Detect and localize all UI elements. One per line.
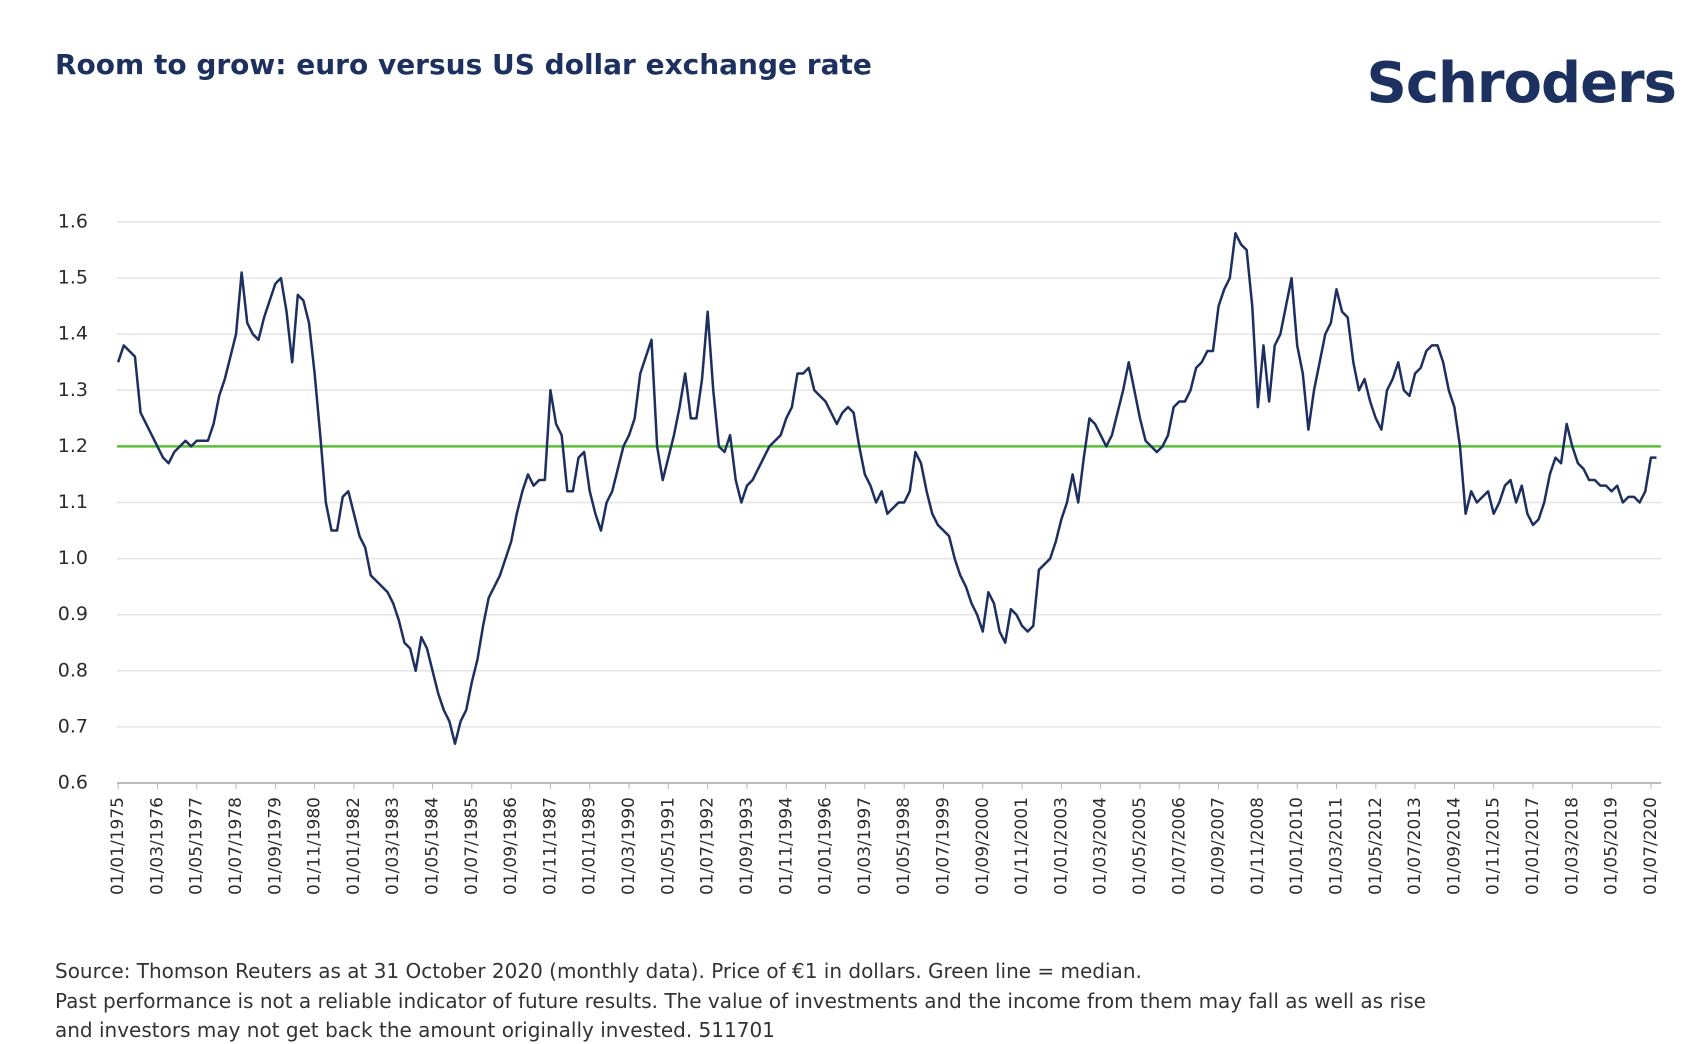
- x-tick-label: 01/01/1982: [344, 797, 364, 895]
- x-tick-label: 01/09/1986: [501, 797, 521, 895]
- y-tick-label: 0.6: [58, 772, 88, 794]
- x-tick-label: 01/05/1977: [187, 797, 207, 895]
- x-tick-label: 01/07/1985: [462, 797, 482, 895]
- x-tick-label: 01/03/1990: [619, 797, 639, 895]
- x-tick-label: 01/07/1992: [698, 797, 718, 895]
- y-tick-label: 1.1: [58, 491, 88, 513]
- x-tick-label: 01/01/1996: [816, 797, 836, 895]
- y-tick-label: 1.3: [58, 379, 88, 401]
- x-tick-label: 01/01/2017: [1523, 797, 1543, 895]
- y-tick-label: 1.6: [58, 211, 88, 233]
- x-tick-label: 01/07/1978: [226, 797, 246, 895]
- x-tick-label: 01/11/2001: [1012, 797, 1032, 895]
- x-tick-label: 01/07/1999: [933, 797, 953, 895]
- x-tick-label: 01/11/2008: [1248, 797, 1268, 895]
- y-tick-label: 1.0: [58, 547, 88, 569]
- y-tick-label: 1.2: [58, 435, 88, 457]
- y-tick-label: 1.5: [58, 267, 88, 289]
- x-tick-label: 01/09/2014: [1444, 797, 1464, 895]
- x-tick-label: 01/05/2012: [1366, 797, 1386, 895]
- x-tick-label: 01/03/1983: [383, 797, 403, 895]
- x-tick-label: 01/05/1984: [423, 797, 443, 895]
- x-tick-label: 01/11/1987: [540, 797, 560, 895]
- x-tick-label: 01/05/1991: [658, 797, 678, 895]
- x-tick-label: 01/01/2003: [1051, 797, 1071, 895]
- x-tick-label: 01/07/2006: [1169, 797, 1189, 895]
- x-tick-label: 01/09/2000: [973, 797, 993, 895]
- brand-logo: Schroders: [1367, 51, 1677, 116]
- x-tick-label: 01/09/2007: [1209, 797, 1229, 895]
- x-tick-label: 01/11/1980: [305, 797, 325, 895]
- x-tick-label: 01/05/2005: [1130, 797, 1150, 895]
- x-tick-label: 01/07/2013: [1405, 797, 1425, 895]
- x-tick-label: 01/09/1993: [737, 797, 757, 895]
- x-tick-label: 01/01/2010: [1287, 797, 1307, 895]
- x-tick-label: 01/09/1979: [265, 797, 285, 895]
- x-tick-label: 01/07/2020: [1641, 797, 1661, 895]
- source-note: Source: Thomson Reuters as at 31 October…: [55, 959, 1142, 983]
- x-tick-label: 01/11/2015: [1484, 797, 1504, 895]
- y-tick-label: 0.8: [58, 659, 88, 681]
- x-tick-label: 01/11/1994: [776, 797, 796, 895]
- x-tick-label: 01/03/1976: [147, 797, 167, 895]
- x-tick-label: 01/05/2019: [1602, 797, 1622, 895]
- series-line: [116, 231, 1657, 745]
- chart-title: Room to grow: euro versus US dollar exch…: [55, 48, 872, 81]
- x-tick-label: 01/03/2004: [1091, 797, 1111, 895]
- x-tick-label: 01/05/1998: [894, 797, 914, 895]
- x-tick-label: 01/03/2018: [1562, 797, 1582, 895]
- y-tick-label: 0.9: [58, 603, 88, 625]
- y-tick-label: 1.4: [58, 323, 88, 345]
- disclaimer-note: and investors may not get back the amoun…: [55, 1018, 775, 1042]
- x-tick-label: 01/01/1975: [108, 797, 128, 895]
- x-tick-label: 01/03/2011: [1326, 797, 1346, 895]
- x-tick-label: 01/03/1997: [855, 797, 875, 895]
- disclaimer-note: Past performance is not a reliable indic…: [55, 989, 1426, 1013]
- y-tick-label: 0.7: [58, 715, 88, 737]
- x-tick-label: 01/01/1989: [580, 797, 600, 895]
